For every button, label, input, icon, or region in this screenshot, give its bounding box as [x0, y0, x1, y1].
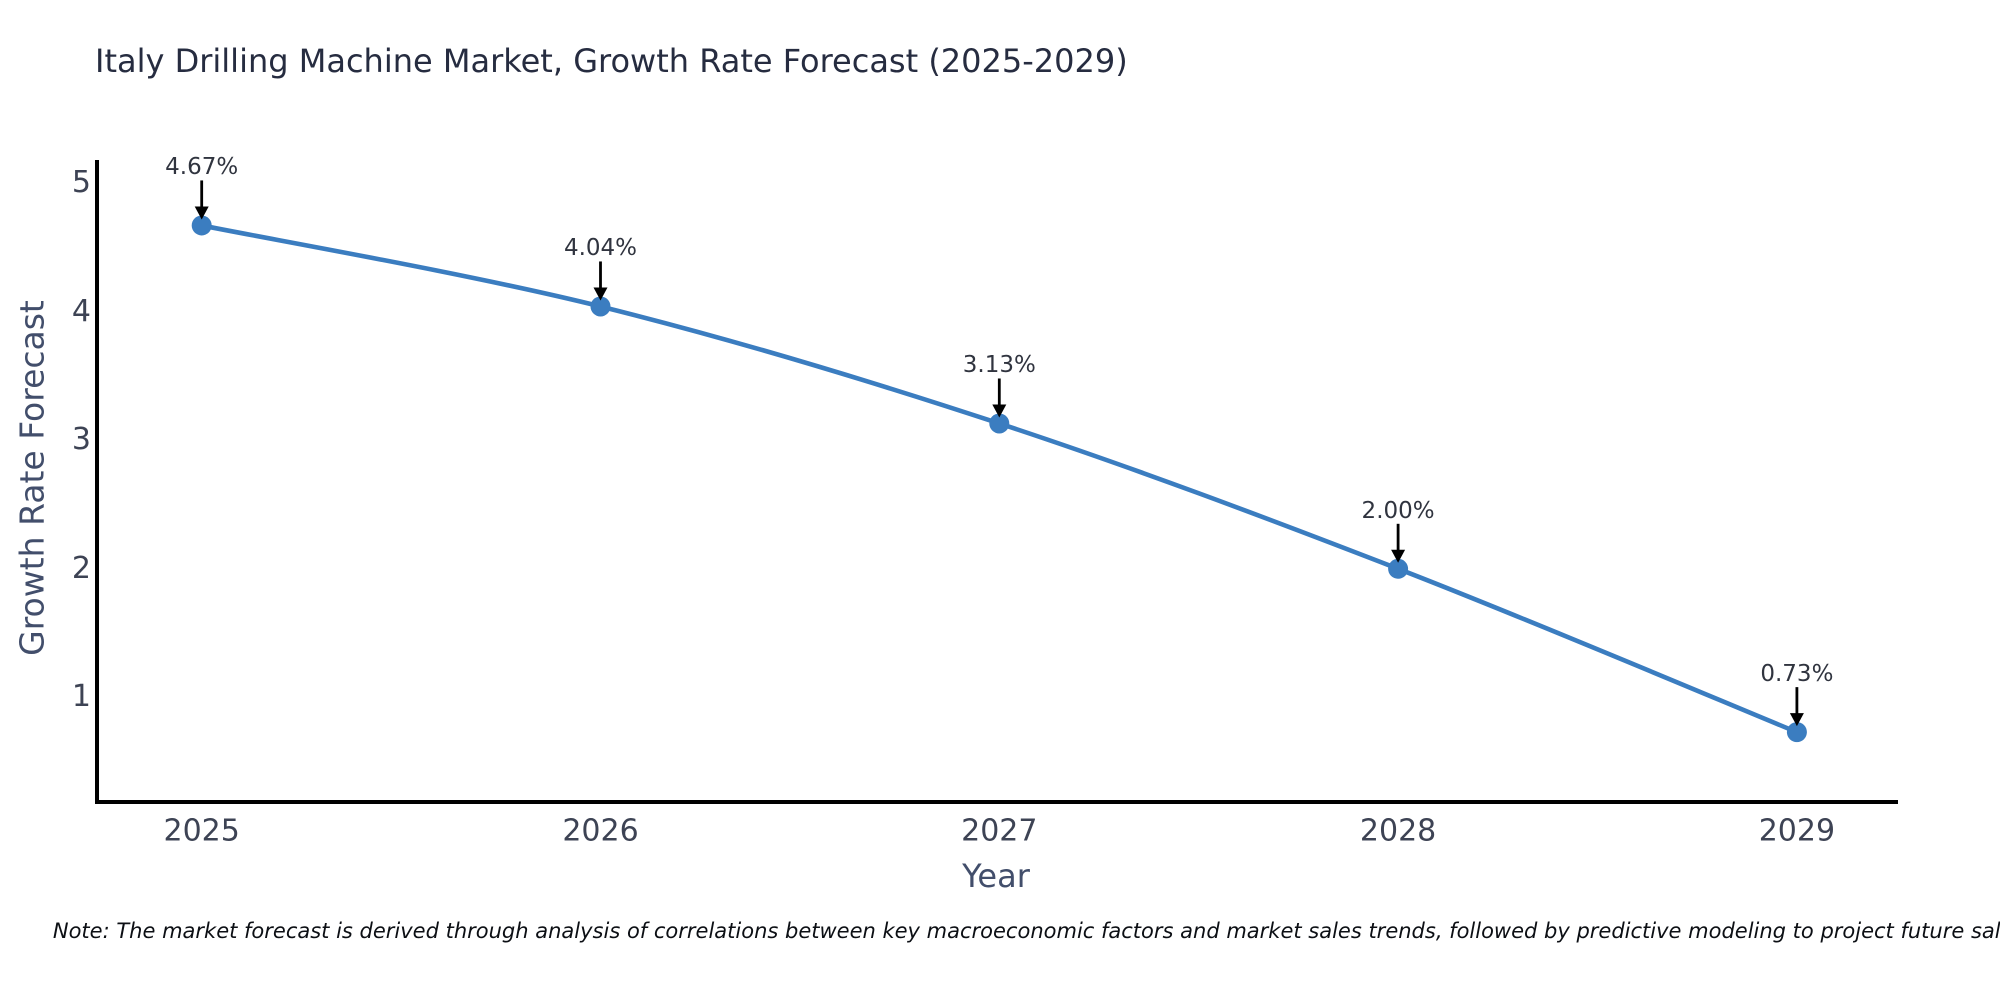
annotation-arrow-head [1391, 549, 1406, 563]
y-axis-title: Growth Rate Forecast [12, 300, 52, 656]
point-annotation: 3.13% [962, 352, 1036, 379]
point-annotation: 4.04% [563, 235, 638, 262]
trend-line [199, 223, 1800, 735]
data-point-marker [989, 413, 1010, 434]
point-annotation: 4.67% [165, 154, 239, 181]
data-point-marker [1786, 722, 1807, 743]
y-tick-label: 2 [71, 550, 91, 586]
point-annotation: 0.73% [1760, 661, 1834, 688]
footnote: Note: The market forecast is derived thr… [52, 919, 2000, 943]
annotation-arrow-head [992, 404, 1007, 418]
chart-title: Italy Drilling Machine Market, Growth Ra… [95, 42, 1128, 80]
data-point-marker [590, 296, 611, 317]
axis-spines [95, 160, 1898, 804]
annotation-arrow-head [1789, 713, 1804, 727]
x-tick-label: 2027 [961, 813, 1038, 849]
y-tick-label: 5 [71, 164, 91, 200]
x-tick-label: 2025 [163, 813, 240, 849]
annotation-arrow-head [194, 206, 209, 220]
y-tick-label: 3 [71, 421, 91, 457]
x-tick-label: 2028 [1359, 813, 1437, 849]
y-tick-label: 1 [71, 679, 91, 715]
point-annotation: 2.00% [1361, 497, 1435, 524]
x-tick-label: 2026 [562, 813, 639, 849]
x-tick-label: 2029 [1758, 813, 1836, 849]
x-axis-title: Year [962, 857, 1030, 895]
data-point-marker [1388, 558, 1409, 579]
data-point-marker [191, 215, 212, 236]
y-tick-label: 4 [71, 293, 91, 329]
annotation-arrow-head [593, 287, 608, 301]
